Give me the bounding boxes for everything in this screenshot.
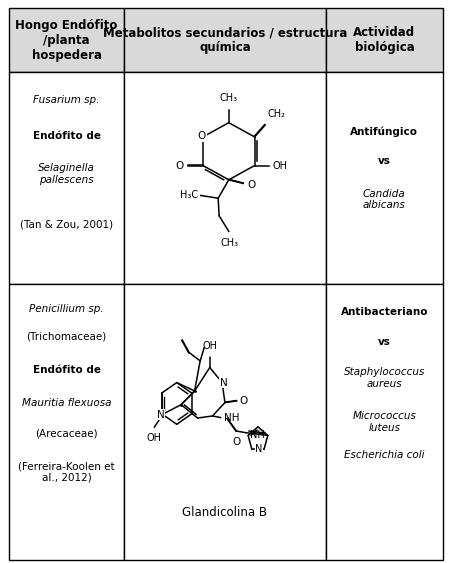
Text: O: O [247,180,255,190]
Text: OH: OH [146,433,161,443]
Text: O: O [239,396,247,406]
Text: Selaginella
pallescens: Selaginella pallescens [38,163,95,185]
Bar [9,72,124,284]
Text: NH: NH [249,430,264,440]
Bar [124,8,325,72]
Text: Endófito de: Endófito de [32,365,100,375]
Text: vs: vs [377,337,390,347]
Text: Actividad
biológica: Actividad biológica [353,26,414,54]
Text: vs: vs [377,156,390,166]
Text: N: N [255,444,262,454]
Text: CH₃: CH₃ [219,93,237,104]
Text: NH: NH [224,413,239,423]
Text: Staphylococcus
aureus: Staphylococcus aureus [343,367,424,389]
Text: Candida
albicans: Candida albicans [362,189,405,210]
Text: Metabolitos secundarios / estructura
química: Metabolitos secundarios / estructura quí… [102,26,346,54]
Text: Escherichia coli: Escherichia coli [343,450,423,461]
Text: OH: OH [202,341,217,351]
Text: Antifúngico: Antifúngico [350,126,418,137]
Text: Fusarium sp.: Fusarium sp. [33,95,100,105]
Bar [9,284,124,560]
Bar [325,284,442,560]
Text: Penicillium sp.: Penicillium sp. [29,304,104,314]
Text: Mauritia flexuosa: Mauritia flexuosa [22,398,111,408]
Text: Antibacteriano: Antibacteriano [340,307,427,317]
Text: (Arecaceae): (Arecaceae) [35,428,97,438]
Text: O: O [232,437,240,447]
Text: N: N [219,378,227,387]
Text: CH₃: CH₃ [220,238,238,248]
Bar [124,72,325,284]
Text: H₃C: H₃C [179,190,198,200]
Text: Endófito de: Endófito de [32,131,100,141]
Text: Hongo Endófito
/planta
hospedera: Hongo Endófito /planta hospedera [15,19,117,62]
Text: N: N [156,410,164,419]
Bar [124,284,325,560]
Text: CH₂: CH₂ [267,109,285,119]
Bar [9,8,124,72]
Text: O: O [198,131,206,141]
Text: OH: OH [272,160,287,171]
Text: Glandicolina B: Glandicolina B [182,506,267,519]
Text: Micrococcus
luteus: Micrococcus luteus [352,412,415,433]
Bar [325,8,442,72]
Text: O: O [175,160,183,171]
Text: (Tan & Zou, 2001): (Tan & Zou, 2001) [20,220,113,230]
Text: (Ferreira-Koolen et
al., 2012): (Ferreira-Koolen et al., 2012) [18,461,115,482]
Text: (Trichomaceae): (Trichomaceae) [26,332,106,342]
Bar [325,72,442,284]
